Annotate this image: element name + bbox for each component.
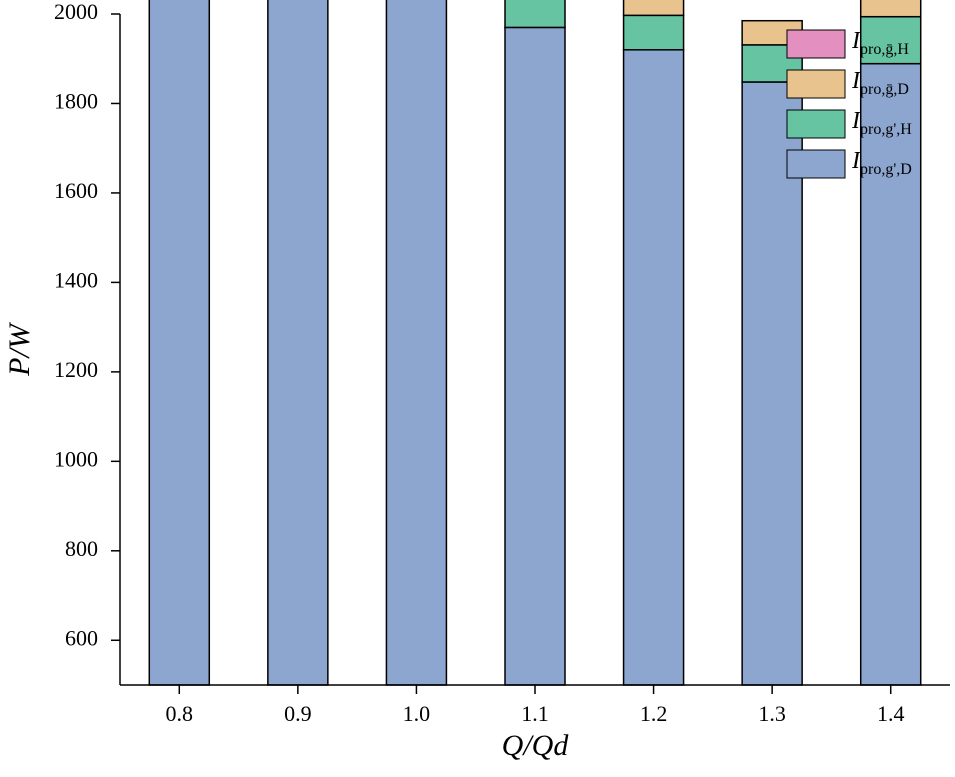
y-tick-label: 1000	[54, 446, 98, 471]
bar-segment	[622, 0, 685, 17]
y-tick-label: 2000	[54, 0, 98, 24]
legend-label: Ipro,ḡ,H	[851, 28, 909, 58]
y-axis-title: P/W	[3, 321, 36, 377]
legend-label: Ipro,g',D	[851, 148, 912, 178]
bar-segment	[859, 62, 922, 686]
bar-segment	[622, 14, 685, 51]
legend-label: Ipro,ḡ,D	[851, 68, 909, 98]
x-tick-label: 1.2	[640, 701, 668, 726]
legend-swatch	[786, 149, 846, 179]
bar-segment	[859, 15, 922, 65]
x-tick-label: 1.1	[521, 701, 549, 726]
bar-segment	[622, 49, 685, 686]
bar-segment	[385, 0, 448, 686]
y-tick-label: 1600	[54, 178, 98, 203]
y-tick-label: 1200	[54, 357, 98, 382]
x-tick-label: 1.4	[877, 701, 905, 726]
bar-segment	[148, 0, 211, 686]
x-tick-label: 0.8	[166, 701, 194, 726]
x-axis-title: Q/Qd	[502, 729, 570, 762]
legend-swatch	[786, 109, 846, 139]
bar-segment	[267, 0, 329, 686]
bar-segment	[504, 0, 566, 29]
x-tick-label: 0.9	[284, 701, 312, 726]
x-tick-label: 1.3	[758, 701, 786, 726]
y-tick-label: 800	[65, 536, 98, 561]
y-tick-label: 1400	[54, 267, 98, 292]
legend-swatch	[786, 29, 846, 59]
legend-label: Ipro,g',H	[851, 108, 912, 138]
bar-segment	[741, 81, 803, 686]
bar-segment	[504, 26, 566, 686]
y-tick-label: 600	[65, 625, 98, 650]
y-tick-label: 1800	[54, 89, 98, 114]
bar-segment	[859, 0, 922, 18]
x-tick-label: 1.0	[403, 701, 431, 726]
legend-swatch	[786, 69, 846, 99]
